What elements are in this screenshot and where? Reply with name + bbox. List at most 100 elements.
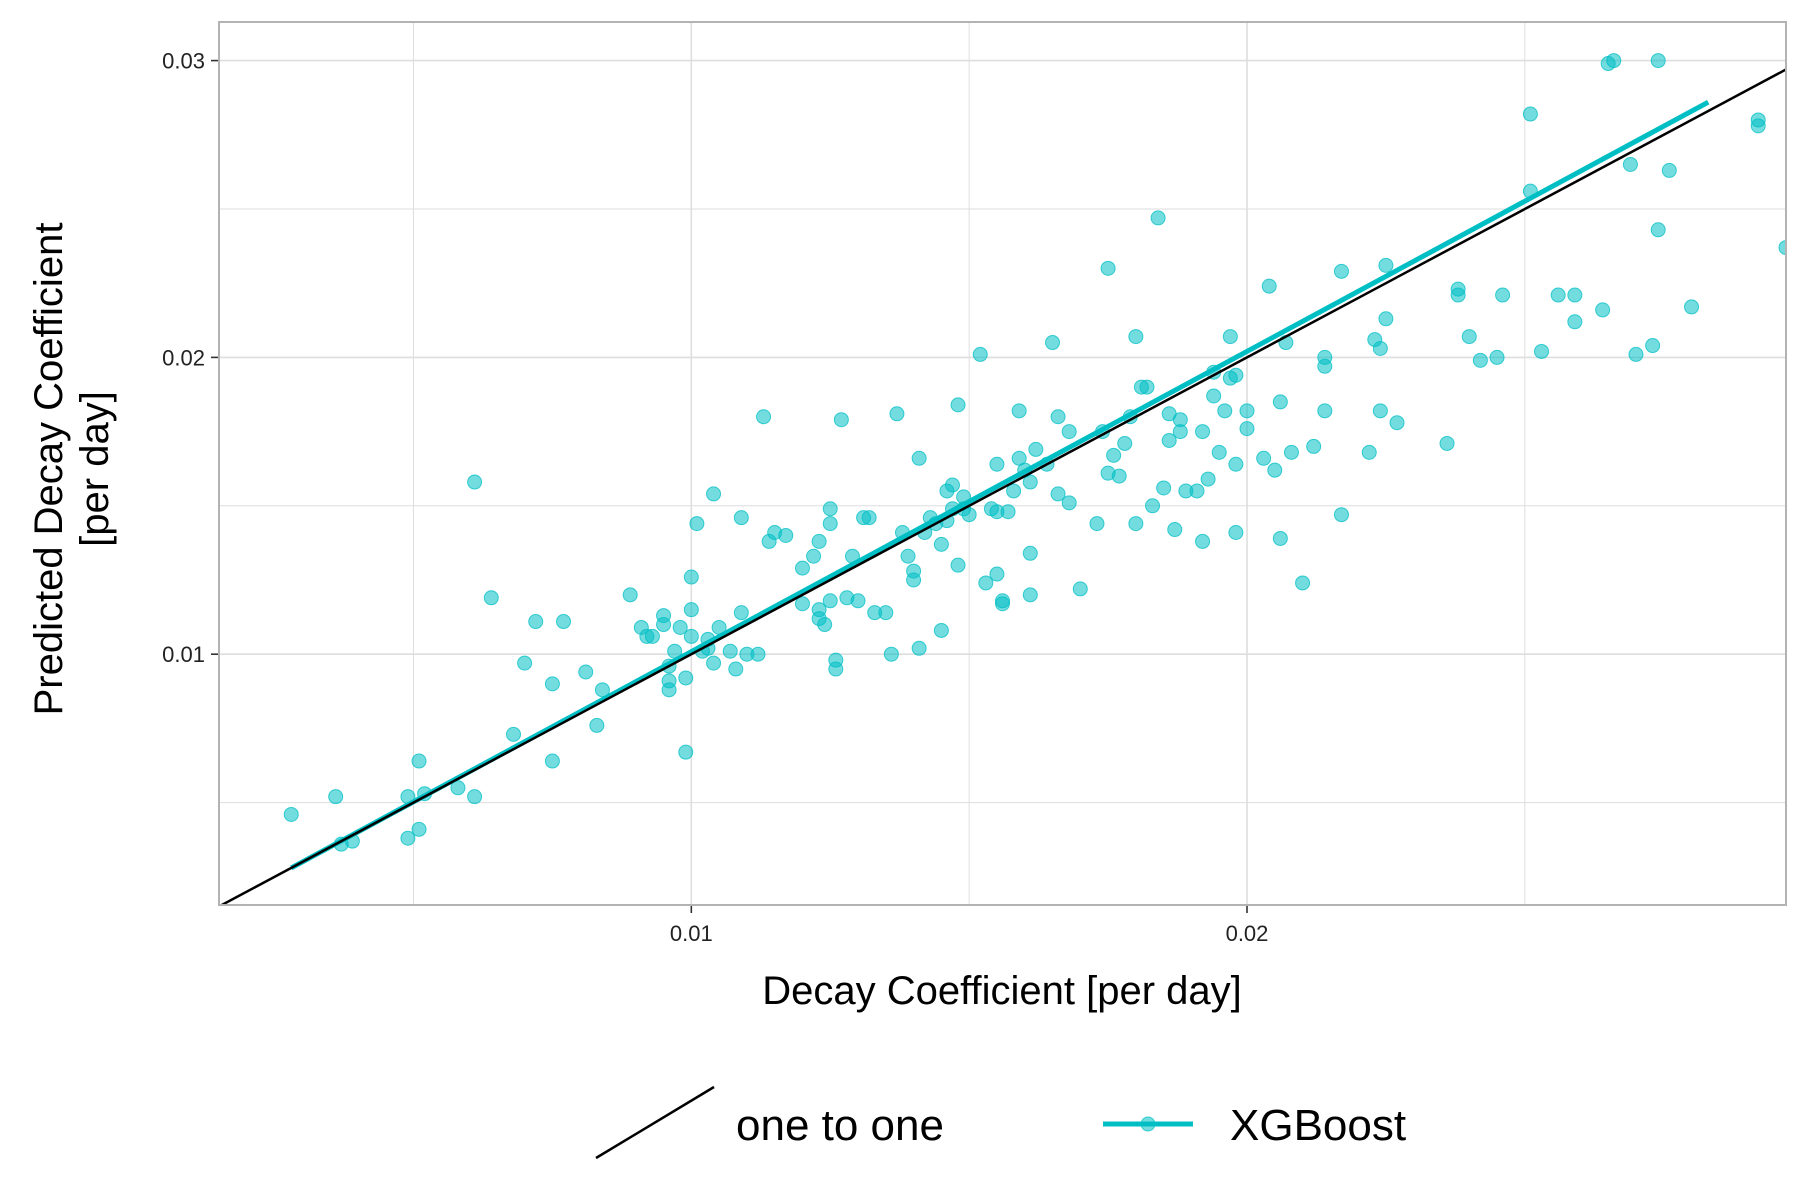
data-point <box>483 590 499 606</box>
data-point <box>1522 106 1538 122</box>
data-point <box>1361 444 1377 460</box>
data-point <box>1022 587 1038 603</box>
x-tick-label: 0.01 <box>670 921 713 946</box>
data-point <box>1567 314 1583 330</box>
data-point <box>1495 287 1511 303</box>
data-point <box>933 536 949 552</box>
data-point <box>1022 545 1038 561</box>
data-point <box>878 605 894 621</box>
data-point <box>1650 53 1666 69</box>
data-point <box>1439 435 1455 451</box>
data-point <box>806 548 822 564</box>
data-point <box>1461 329 1477 345</box>
data-point <box>467 474 483 490</box>
data-point <box>411 753 427 769</box>
data-point <box>1261 278 1277 294</box>
data-point <box>1239 421 1255 437</box>
y-tick-label: 0.02 <box>162 345 205 370</box>
data-point <box>1006 483 1022 499</box>
data-point <box>1317 403 1333 419</box>
data-point <box>672 619 688 635</box>
panel-border <box>218 21 1787 906</box>
data-point <box>328 789 344 805</box>
y-axis-title: Predicted Decay Coefficient[per day] <box>27 223 117 716</box>
data-point <box>911 450 927 466</box>
data-point <box>944 477 960 493</box>
data-point <box>1472 352 1488 368</box>
data-point <box>933 622 949 638</box>
data-point <box>578 664 594 680</box>
data-point <box>1045 335 1061 351</box>
data-point <box>1228 525 1244 541</box>
data-point <box>1117 435 1133 451</box>
data-point <box>995 596 1010 612</box>
data-point <box>1283 444 1299 460</box>
data-point <box>822 593 838 609</box>
data-point <box>756 409 772 425</box>
xgboost-fit-line <box>290 99 1710 871</box>
data-point <box>1372 340 1388 356</box>
data-point <box>1200 471 1216 487</box>
data-point <box>400 830 416 846</box>
data-point <box>900 548 916 564</box>
y-axis-title-line: [per day] <box>73 391 117 547</box>
legend-label-xgboost: XGBoost <box>1230 1101 1406 1150</box>
data-point <box>283 806 299 822</box>
data-point <box>683 628 699 644</box>
y-tick-label: 0.03 <box>162 49 205 74</box>
data-point <box>1550 287 1566 303</box>
legend-label-one-to-one: one to one <box>736 1101 944 1150</box>
data-point <box>1000 504 1016 520</box>
data-point <box>961 507 977 523</box>
data-point <box>733 605 749 621</box>
data-point <box>861 510 877 526</box>
data-point <box>1661 162 1677 178</box>
data-point <box>1778 240 1786 256</box>
data-point <box>1011 403 1027 419</box>
data-point <box>989 566 1005 582</box>
data-point <box>1161 432 1177 448</box>
data-point <box>906 563 922 579</box>
data-point <box>1489 349 1505 365</box>
data-point <box>1195 424 1211 440</box>
data-point <box>1645 338 1661 354</box>
data-point <box>1372 403 1388 419</box>
data-point <box>678 670 694 686</box>
data-point <box>1061 424 1077 440</box>
data-point <box>978 575 994 591</box>
data-point <box>622 587 638 603</box>
data-point <box>850 593 866 609</box>
x-axis-title: Decay Coefficient [per day] <box>762 969 1242 1013</box>
data-point <box>1050 409 1066 425</box>
data-point <box>883 646 899 662</box>
data-point <box>1089 516 1105 532</box>
data-point <box>1628 346 1644 362</box>
data-point <box>411 821 427 837</box>
data-point <box>1228 456 1244 472</box>
data-point <box>1256 450 1272 466</box>
data-point <box>911 640 927 656</box>
data-point <box>811 533 827 549</box>
data-point <box>1128 516 1144 532</box>
x-tick-label: 0.02 <box>1226 921 1269 946</box>
data-point <box>1222 329 1238 345</box>
data-point <box>517 655 533 671</box>
data-point <box>1450 281 1466 297</box>
data-point <box>833 412 849 428</box>
legend: one to one XGBoost <box>595 1085 1406 1160</box>
y-axis-title-line: Predicted Decay Coefficient <box>27 223 71 716</box>
data-point <box>656 608 672 624</box>
data-point <box>1145 498 1161 514</box>
data-point <box>1389 415 1405 431</box>
data-point <box>506 726 522 742</box>
data-point <box>1206 388 1222 404</box>
data-point <box>544 676 560 692</box>
data-point <box>1139 379 1155 395</box>
data-point <box>889 406 905 422</box>
data-point <box>822 516 838 532</box>
data-point <box>1272 530 1288 546</box>
data-point <box>950 397 966 413</box>
data-point <box>989 456 1005 472</box>
